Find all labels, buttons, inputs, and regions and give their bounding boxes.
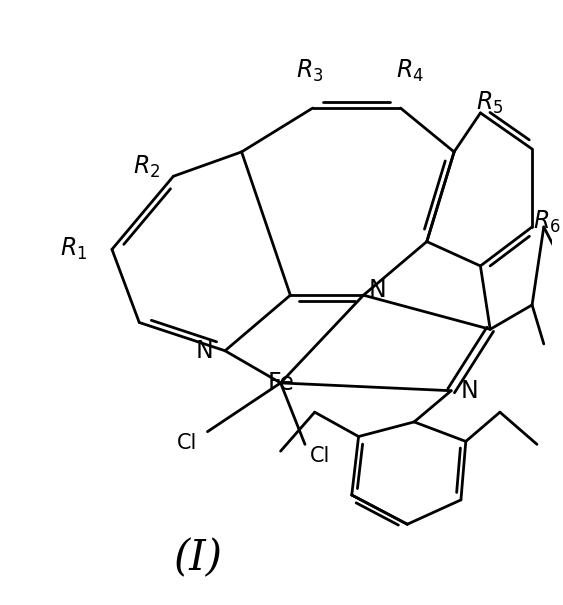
Text: (I): (I) (173, 537, 222, 580)
Text: $R_1$: $R_1$ (60, 237, 88, 263)
Text: Cl: Cl (310, 446, 330, 466)
Text: Fe: Fe (267, 371, 294, 395)
Text: N: N (461, 379, 479, 403)
Text: Cl: Cl (177, 433, 198, 453)
Text: $R_3$: $R_3$ (296, 58, 324, 84)
Text: $R_6$: $R_6$ (533, 209, 561, 235)
Text: $R_4$: $R_4$ (396, 58, 424, 84)
Text: N: N (368, 278, 386, 302)
Text: $R_5$: $R_5$ (476, 90, 504, 116)
Text: N: N (195, 339, 213, 363)
Text: $R_2$: $R_2$ (133, 154, 160, 180)
